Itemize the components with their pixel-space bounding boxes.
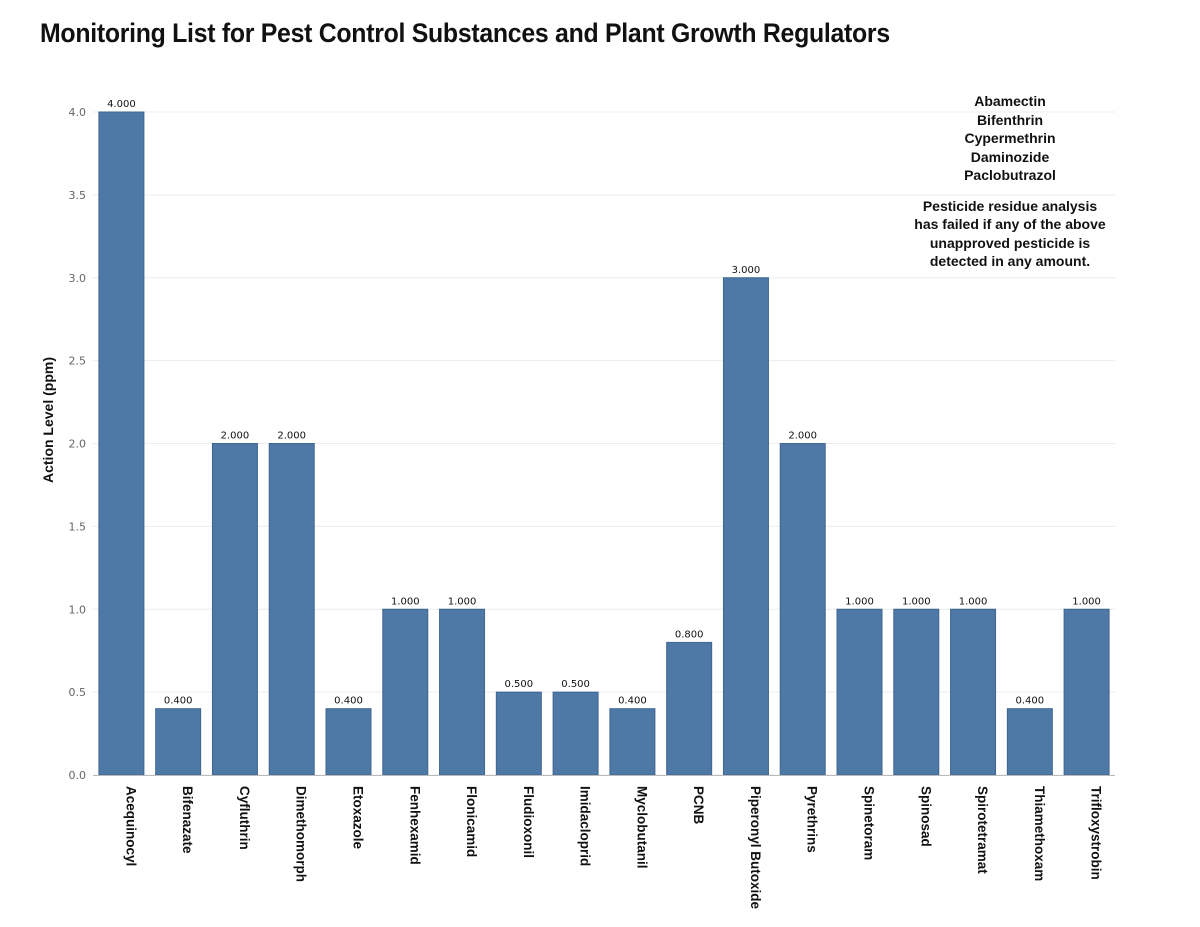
bar [722, 277, 769, 776]
x-tick-label: Dimethomorph [294, 786, 309, 882]
x-tick-label: Pyrethrins [805, 786, 820, 853]
y-tick-label: 1.5 [69, 520, 87, 533]
bar [98, 111, 145, 776]
bar [666, 641, 713, 776]
y-tick-label: 3.0 [69, 272, 87, 285]
x-tick-label: Imidacloprid [578, 786, 593, 866]
x-tick-label: Cyfluthrin [237, 786, 252, 850]
chart-title: Monitoring List for Pest Control Substan… [40, 18, 890, 48]
bar [950, 608, 997, 776]
y-tick-label: 2.0 [69, 438, 87, 451]
annotation-item: Daminozide [970, 148, 1050, 165]
data-label: 0.400 [618, 696, 647, 707]
data-labels: 4.000 0.400 2.000 2.000 0.400 1.000 1.000 0.500… [107, 99, 1101, 707]
bar [439, 608, 486, 776]
data-label: 1.000 [1072, 596, 1101, 607]
x-tick-label: Fenhexamid [407, 786, 422, 865]
y-tick-label: 2.5 [69, 355, 87, 368]
x-tick-label: PCNB [691, 786, 706, 825]
x-tick-label: Thiamethoxam [1032, 786, 1047, 881]
data-label: 0.400 [1016, 696, 1045, 707]
data-label: 1.000 [845, 596, 874, 607]
x-tick-label: Fludioxonil [521, 786, 536, 858]
annotation-note-line: detected in any amount. [929, 253, 1091, 269]
y-tick-label: 4.0 [69, 106, 87, 119]
bar [495, 691, 542, 776]
bar [779, 443, 826, 776]
annotation-note: Pesticide residue analysis has failed if… [900, 197, 1120, 271]
data-label: 2.000 [788, 431, 817, 442]
data-label: 0.400 [334, 696, 363, 707]
bar [268, 443, 315, 776]
data-label: 1.000 [902, 596, 931, 607]
x-tick-label: Bifenazate [180, 786, 195, 854]
y-tick-label: 1.0 [69, 603, 87, 616]
annotation-note-line: has failed if any of the above [914, 216, 1106, 232]
annotation-note-line: Pesticide residue analysis [922, 197, 1098, 214]
bar [382, 608, 429, 776]
bar [893, 608, 940, 776]
bar [836, 608, 883, 776]
x-tick-label: Spirotetramat [975, 786, 990, 874]
data-label: 2.000 [277, 431, 306, 442]
data-label: 0.800 [675, 629, 704, 640]
annotation-note-line: unapproved pesticide is [929, 234, 1091, 251]
bar [211, 443, 258, 776]
x-axis-ticks: Acequinocyl Bifenazate Cyfluthrin Dimethomo… [123, 786, 1103, 910]
data-label: 0.400 [164, 696, 193, 707]
data-label: 1.000 [959, 596, 988, 607]
annotation-item: Bifenthrin [976, 111, 1044, 128]
x-tick-label: Flonicamid [464, 786, 479, 857]
x-tick-label: Piperonyl Butoxide [748, 786, 763, 910]
x-tick-label: Myclobutanil [634, 786, 649, 869]
y-tick-label: 0.0 [69, 769, 87, 782]
bar [1063, 608, 1110, 776]
data-label: 4.000 [107, 99, 136, 110]
x-tick-label: Acequinocyl [123, 786, 138, 866]
annotation-item: Abamectin [974, 93, 1046, 109]
bar [155, 708, 202, 776]
bars [98, 111, 1110, 776]
annotation-item: Paclobutrazol [964, 167, 1056, 183]
data-label: 2.000 [221, 431, 250, 442]
data-label: 0.500 [505, 679, 534, 690]
annotation-item: Cypermethrin [964, 130, 1056, 146]
data-label: 0.500 [561, 679, 590, 690]
bar [1006, 708, 1053, 776]
bar [325, 708, 372, 776]
x-tick-label: Trifloxystrobin [1089, 786, 1104, 880]
data-label: 3.000 [732, 265, 761, 276]
bar [609, 708, 656, 776]
x-tick-label: Etoxazole [351, 786, 366, 850]
bar [552, 691, 599, 776]
y-tick-label: 0.5 [69, 686, 87, 699]
data-label: 1.000 [448, 596, 477, 607]
annotation-box: Abamectin Bifenthrin Cypermethrin Damino… [900, 92, 1120, 271]
x-tick-label: Spinosad [918, 786, 933, 847]
x-tick-label: Spinetoram [862, 786, 877, 860]
y-tick-label: 3.5 [69, 189, 87, 202]
y-axis-ticks: 0.0 0.5 1.0 1.5 2.0 2.5 3.0 3.5 4.0 [69, 106, 87, 782]
data-label: 1.000 [391, 596, 420, 607]
y-axis-label: Action Level (ppm) [40, 356, 56, 484]
